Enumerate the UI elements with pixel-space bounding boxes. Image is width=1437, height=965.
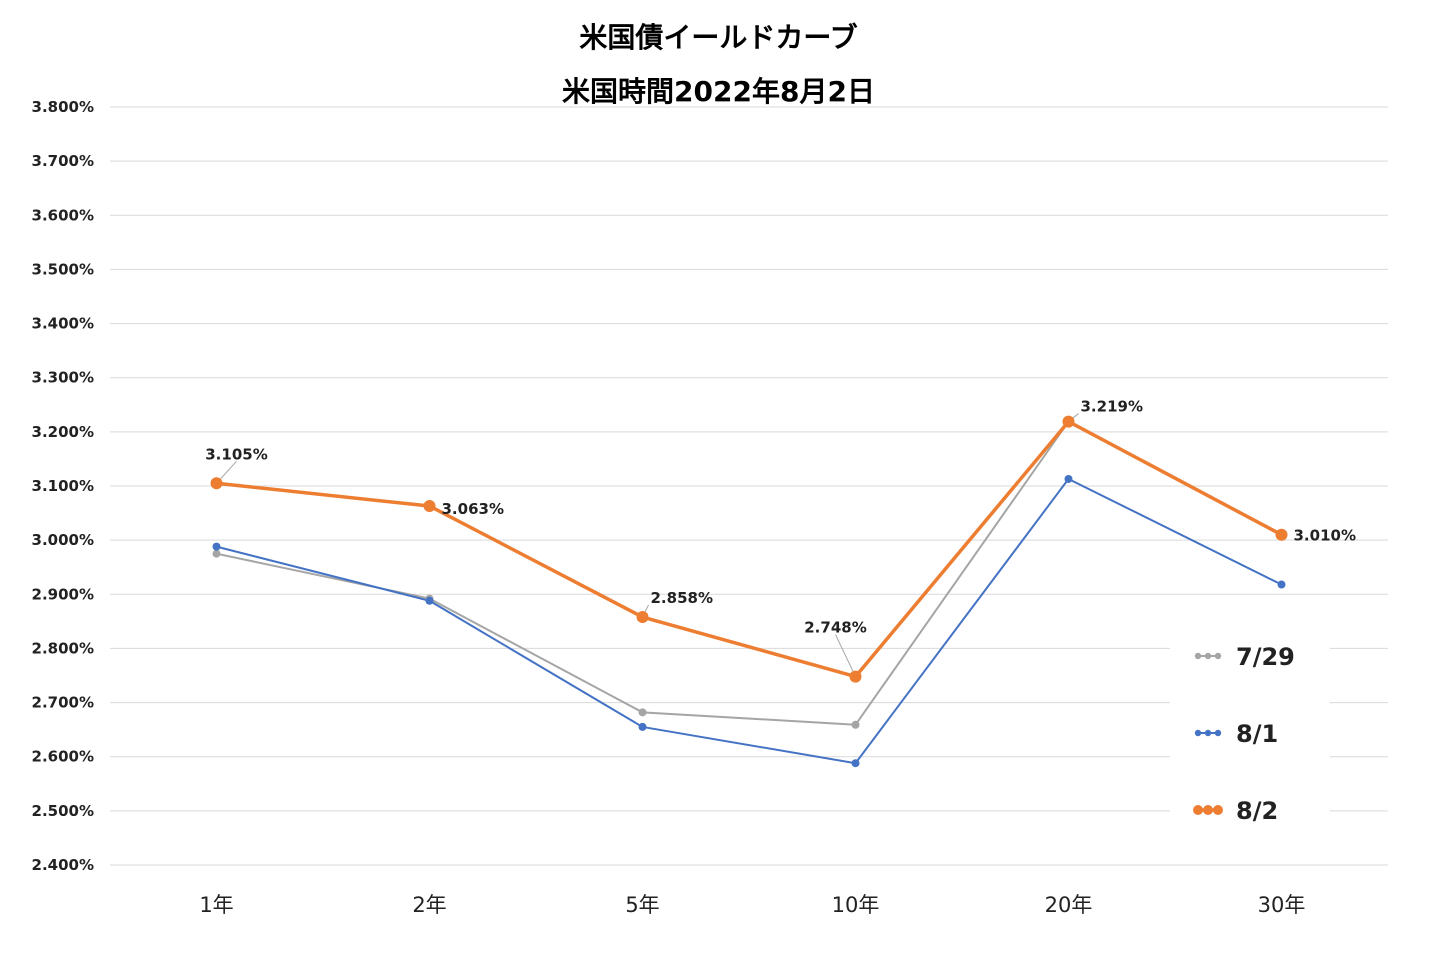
legend-swatch-marker [1204, 652, 1212, 660]
y-tick-label: 2.500% [32, 802, 94, 820]
series-line-2 [216, 419, 1283, 679]
y-tick-label: 3.500% [32, 260, 94, 278]
data-point-1-3 [851, 759, 860, 768]
legend-swatch-marker [1214, 652, 1222, 660]
y-tick-label: 3.200% [32, 423, 94, 441]
legend-label: 8/1 [1236, 720, 1278, 748]
x-axis-labels: 1年 2年 5年 10年 20年 30年 [199, 893, 1305, 917]
y-tick-label: 3.300% [32, 369, 94, 387]
y-tick-label: 3.000% [32, 531, 94, 549]
y-tick-label: 2.900% [32, 585, 94, 603]
data-labels: 3.105% 3.063% 2.858% 2.748% 3.219% 3.010% [205, 398, 1356, 637]
y-tick-label: 3.800% [32, 98, 94, 116]
data-point-2-0 [210, 477, 223, 490]
y-tick-label: 2.400% [32, 856, 94, 874]
data-label: 2.748% [804, 619, 866, 637]
data-point-2-1 [423, 500, 436, 513]
data-point-0-2 [638, 708, 647, 717]
x-tick-label: 2年 [412, 893, 446, 917]
chart-title: 米国債イールドカーブ [579, 21, 858, 54]
data-point-1-5 [1277, 580, 1286, 589]
legend-swatch-marker [1213, 805, 1223, 815]
legend-swatch-marker [1193, 805, 1203, 815]
legend-swatch-marker [1204, 729, 1212, 737]
data-point-0-3 [851, 720, 860, 729]
legend-swatch-marker [1194, 729, 1202, 737]
legend-label: 7/29 [1236, 643, 1295, 671]
data-label: 3.219% [1081, 398, 1143, 416]
label-leader [835, 634, 856, 677]
data-point-2-3 [849, 670, 862, 683]
series-line-1 [216, 477, 1282, 765]
data-label: 3.010% [1294, 527, 1356, 545]
x-tick-label: 1年 [199, 893, 233, 917]
gridlines [110, 106, 1388, 866]
legend-swatch-marker [1214, 729, 1222, 737]
data-point-2-5 [1275, 528, 1288, 541]
x-tick-label: 20年 [1045, 893, 1093, 917]
legend-swatch-marker [1203, 805, 1213, 815]
y-tick-label: 2.800% [32, 639, 94, 657]
y-tick-label: 3.700% [32, 152, 94, 170]
series-lines [216, 419, 1283, 765]
y-axis-labels: 2.400% 2.500% 2.600% 2.700% 2.800% 2.900% 3.00… [32, 98, 94, 874]
data-point-1-1 [425, 596, 434, 605]
data-point-1-2 [638, 722, 647, 731]
chart-subtitle: 米国時間2022年8月2日 [562, 75, 875, 108]
data-label: 3.063% [442, 500, 504, 518]
data-point-1-0 [212, 542, 221, 551]
x-tick-label: 30年 [1258, 893, 1306, 917]
data-point-0-0 [212, 549, 221, 558]
x-tick-label: 10年 [832, 893, 880, 917]
y-tick-label: 3.400% [32, 315, 94, 333]
series-points [210, 415, 1288, 768]
legend-swatch-marker [1194, 652, 1202, 660]
data-label: 3.105% [205, 445, 267, 463]
legend: 7/29 8/1 8/2 [1170, 620, 1330, 845]
y-tick-label: 2.700% [32, 694, 94, 712]
legend-label: 8/2 [1236, 797, 1278, 825]
y-tick-label: 3.100% [32, 477, 94, 495]
data-point-2-2 [636, 611, 649, 624]
data-point-1-4 [1064, 474, 1073, 483]
y-tick-label: 2.600% [32, 748, 94, 766]
data-label: 2.858% [651, 589, 713, 607]
data-point-2-4 [1062, 415, 1075, 428]
x-tick-label: 5年 [625, 893, 659, 917]
y-tick-label: 3.600% [32, 206, 94, 224]
